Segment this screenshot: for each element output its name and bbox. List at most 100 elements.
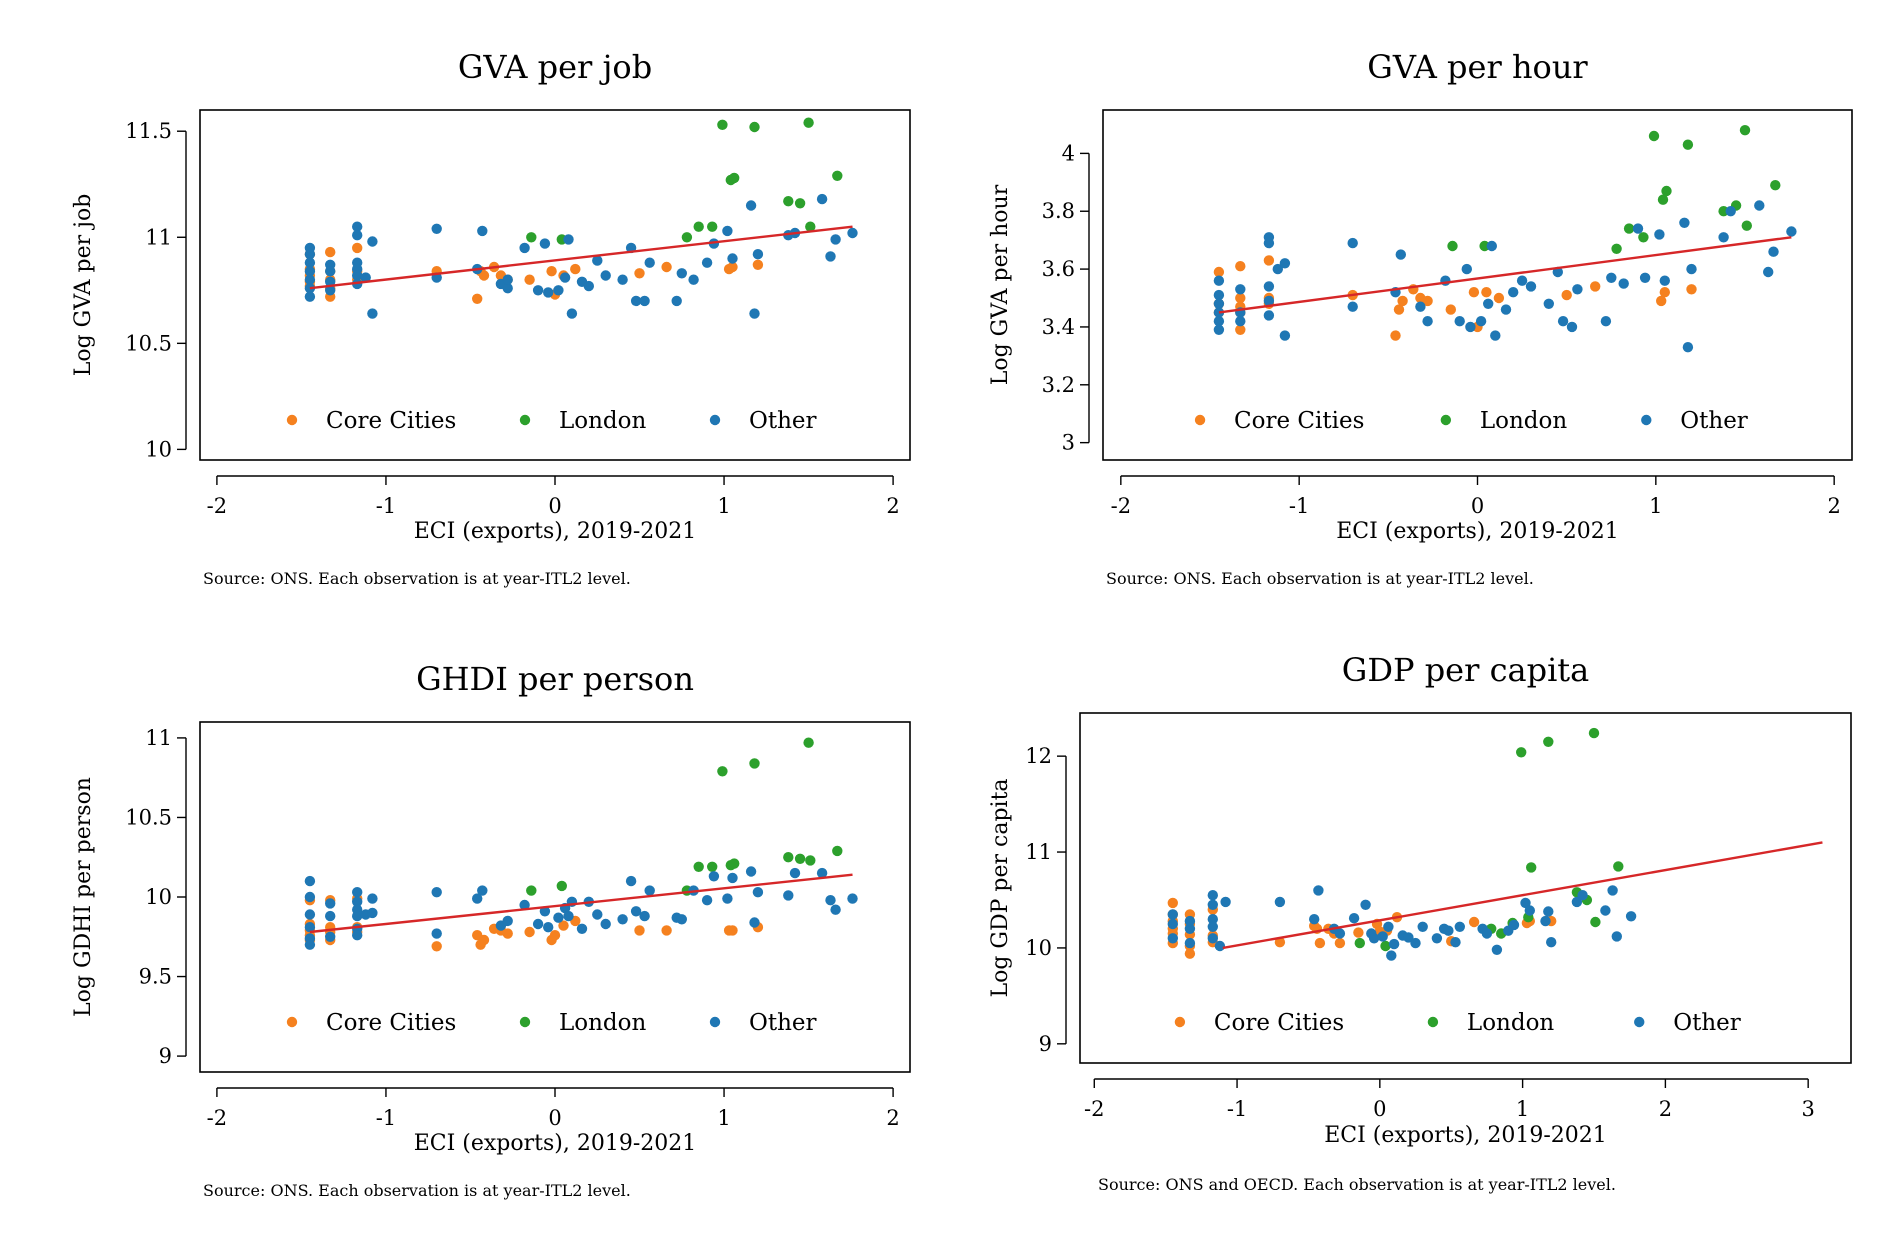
- point-london: [1661, 185, 1672, 197]
- point-other: [1213, 316, 1225, 327]
- point-core-cities: [524, 274, 535, 285]
- point-other: [722, 225, 733, 237]
- point-london: [832, 170, 843, 181]
- point-core-cities: [1274, 937, 1286, 948]
- point-core-cities: [727, 925, 738, 936]
- plot-frame: [1079, 712, 1852, 1064]
- point-other: [592, 255, 603, 266]
- x-tick-label: 3: [1801, 1097, 1814, 1121]
- y-tick-label: 11.5: [125, 119, 172, 143]
- point-core-cities: [502, 928, 513, 939]
- point-other: [1600, 316, 1612, 327]
- point-core-cities: [1659, 287, 1670, 298]
- x-tick-label: 2: [886, 494, 899, 518]
- point-other: [701, 257, 713, 268]
- point-other: [1543, 298, 1554, 309]
- point-other: [367, 893, 378, 904]
- point-core-cities: [661, 925, 672, 936]
- x-tick-label: 2: [886, 1106, 899, 1130]
- y-axis-label: Log GVA per hour: [988, 184, 1013, 385]
- y-tick-label: 3.6: [1042, 257, 1075, 281]
- point-core-cities: [431, 941, 442, 952]
- point-other: [752, 249, 764, 260]
- point-other: [532, 285, 544, 296]
- point-other: [1679, 217, 1690, 228]
- point-other: [1450, 937, 1461, 948]
- point-other: [722, 893, 733, 904]
- point-other: [1417, 921, 1428, 932]
- point-other: [1725, 206, 1736, 217]
- legend-label-london: London: [559, 408, 647, 434]
- chart-title: GHDI per person: [416, 660, 694, 698]
- legend-label-london: London: [1480, 408, 1568, 434]
- point-core-cities: [752, 259, 764, 270]
- point-other: [625, 875, 637, 887]
- point-other: [367, 308, 378, 319]
- point-london: [832, 845, 843, 857]
- y-tick-label: 3.4: [1042, 315, 1075, 339]
- point-other: [639, 295, 650, 307]
- fit-line: [309, 225, 853, 290]
- point-other: [639, 910, 650, 922]
- source-note: Source: ONS and OECD. Each observation i…: [1098, 1175, 1616, 1194]
- point-core-cities: [1468, 916, 1480, 928]
- x-tick-label: 2: [1827, 494, 1840, 518]
- point-other: [1263, 295, 1275, 307]
- point-other: [1274, 896, 1286, 908]
- x-axis-label: ECI (exports), 2019-2021: [414, 519, 697, 544]
- y-tick-label: 3.8: [1042, 199, 1075, 223]
- point-core-cities: [1468, 287, 1480, 298]
- legend-marker-other: [1634, 1016, 1645, 1028]
- point-other: [1520, 897, 1531, 909]
- fit-line: [1218, 236, 1792, 314]
- point-other: [304, 274, 316, 285]
- point-other: [304, 249, 316, 260]
- point-other: [1213, 324, 1225, 335]
- x-tick-label: -1: [376, 494, 396, 518]
- point-london: [729, 172, 740, 184]
- point-other: [543, 287, 554, 298]
- y-tick-label: 3.2: [1042, 373, 1075, 397]
- point-other: [676, 914, 687, 925]
- point-other: [1465, 321, 1476, 333]
- legend-marker-london: [519, 414, 531, 426]
- point-other: [752, 887, 764, 898]
- plot-frame: [199, 109, 911, 461]
- point-other: [1618, 278, 1629, 289]
- y-tick-label: 4: [1062, 141, 1075, 165]
- point-other: [1577, 890, 1588, 901]
- point-other: [1475, 316, 1487, 327]
- chart-title: GVA per hour: [1367, 48, 1588, 86]
- point-london: [749, 121, 760, 133]
- point-other: [1639, 272, 1651, 283]
- point-other: [749, 917, 760, 928]
- point-other: [676, 268, 687, 279]
- legend-marker-core-cities: [1174, 1016, 1186, 1028]
- point-london: [1682, 139, 1694, 150]
- point-other: [1403, 932, 1414, 943]
- point-other: [830, 234, 841, 245]
- point-other: [304, 891, 316, 903]
- point-other: [1410, 937, 1421, 949]
- point-other: [1611, 931, 1622, 942]
- point-other: [566, 308, 578, 319]
- point-london: [794, 853, 806, 864]
- point-other: [553, 285, 564, 296]
- point-london: [1354, 937, 1365, 949]
- point-other: [783, 890, 794, 901]
- point-other: [1686, 263, 1697, 275]
- x-tick-label: 2: [1659, 1097, 1672, 1121]
- point-other: [1600, 905, 1611, 916]
- point-other: [1207, 914, 1218, 925]
- point-london: [681, 232, 693, 243]
- point-london: [1611, 243, 1622, 254]
- point-other: [539, 906, 551, 917]
- point-other: [1213, 307, 1225, 318]
- point-core-cities: [1493, 292, 1505, 304]
- point-other: [745, 200, 757, 211]
- point-other: [1207, 890, 1218, 901]
- legend-label-other: Other: [749, 408, 817, 434]
- point-other: [519, 242, 530, 254]
- point-other: [1491, 944, 1503, 955]
